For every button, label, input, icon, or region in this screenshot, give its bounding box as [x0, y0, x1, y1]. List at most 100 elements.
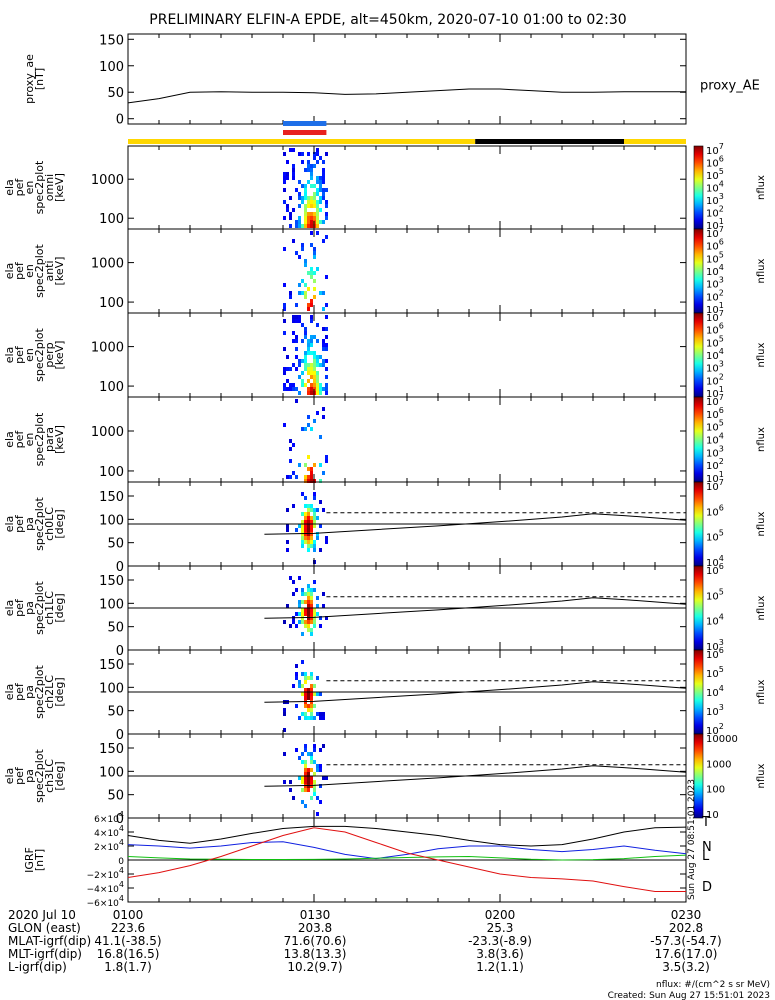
anti-cell [313, 279, 316, 283]
ch0LC-cell [310, 536, 313, 540]
ch1LC-cell [307, 620, 310, 624]
ch0LC-cell [301, 520, 304, 524]
omni-cell [286, 176, 289, 180]
omni-cell [286, 172, 289, 176]
ch1LC-cell [295, 612, 298, 616]
perp-cell [292, 363, 295, 367]
igrf-legend-D: D [702, 880, 712, 895]
ch1LC-colorbar [693, 565, 704, 651]
omni-cell [322, 168, 325, 172]
para-cell [304, 427, 307, 431]
ch3LC-label-4: ch3LC [43, 759, 56, 793]
igrf-ytick-label-exp: 4 [119, 866, 124, 875]
perp-cell [316, 339, 319, 343]
omni-cell [310, 184, 313, 188]
omni-cell [289, 148, 292, 152]
ch0LC-cell [307, 516, 310, 520]
omni-cell [313, 184, 316, 188]
para-colorbar-tick: 105 [706, 419, 724, 434]
perp-frame [127, 312, 687, 398]
ch0LC-cell [307, 544, 310, 548]
ch1LC-cell [298, 612, 301, 616]
ch3LC-label-5: [deg] [53, 761, 66, 790]
ch2LC-cell [301, 672, 304, 676]
ch2LC-cell [283, 728, 286, 732]
perp-cell [313, 363, 316, 367]
para-cell [286, 475, 289, 479]
omni-colorbar-tick: 101 [706, 217, 724, 232]
perp-cell [313, 355, 316, 359]
footer-row-value: 1.2(1.1) [476, 960, 524, 974]
perp-cell [286, 387, 289, 391]
ch0LC-cell [319, 548, 322, 552]
ch3LC-cell [304, 772, 307, 776]
ch2LC-cell [301, 712, 304, 716]
ch2LC-label-4: ch2LC [43, 675, 56, 709]
science-zone-bar-blue [283, 121, 327, 126]
ch2LC-label-3: spec2plot [33, 665, 46, 719]
perp-colorbar-tick: 103 [706, 360, 724, 375]
omni-cell [292, 168, 295, 172]
ch0LC-colorbar-tick: 104 [706, 554, 724, 569]
science-zone-bar-red [283, 130, 327, 135]
anti-colorbar-tick: 102 [706, 288, 724, 303]
anti-cell [310, 271, 313, 275]
anti-label-0: ela [3, 263, 16, 280]
perp-colorbar-tick-exp: 2 [719, 372, 724, 381]
footer-row-value: 1.8(1.7) [104, 960, 152, 974]
ch1LC-colorbar-tick-exp: 6 [719, 562, 724, 571]
ch2LC-cell [295, 676, 298, 680]
ch3LC-cell [307, 780, 310, 784]
omni-cell [322, 180, 325, 184]
omni-cell [307, 180, 310, 184]
omni-colorbar-label: nflux [756, 175, 767, 200]
ch3LC-cell [307, 772, 310, 776]
ch3LC-cell [298, 756, 301, 760]
ch2LC-cell [307, 688, 310, 692]
anti-cell [301, 243, 304, 247]
footer-group: 2020 Jul 10 0100 0130 0200 0230 GLON (east) 22… [8, 908, 770, 1000]
footer-row-value: 25.3 [487, 921, 514, 935]
footer-row-value: 203.8 [298, 921, 332, 935]
ch1LC-colorbar-tick-exp: 3 [719, 638, 724, 647]
ch0LC-cell [301, 492, 304, 496]
anti-cell [304, 259, 307, 263]
perp-cell [307, 339, 310, 343]
omni-cell [319, 208, 322, 212]
ch1LC-cell [292, 592, 295, 596]
ch2LC-cell [310, 712, 313, 716]
ch0LC-cell [316, 536, 319, 540]
igrf-ytick-label: 0 [118, 857, 124, 867]
omni-cell [310, 172, 313, 176]
para-cell [322, 415, 325, 419]
omni-cell [304, 188, 307, 192]
perp-cell [298, 319, 301, 323]
perp-cell [283, 387, 286, 391]
omni-colorbar-tick-exp: 5 [719, 167, 724, 176]
omni-colorbar-tick-base: 10 [706, 221, 719, 232]
omni-cell [304, 196, 307, 200]
perp-cell [283, 371, 286, 375]
anti-cell [283, 303, 286, 307]
perp-cell [307, 343, 310, 347]
perp-colorbar-tick: 105 [706, 334, 724, 349]
ch1LC-cell [316, 612, 319, 616]
ch2LC-colorbar-tick-exp: 6 [719, 646, 724, 655]
para-cell [304, 463, 307, 467]
anti-cell [313, 247, 316, 251]
para-ytick-label: 100 [99, 465, 124, 480]
omni-cell [283, 188, 286, 192]
ch2LC-cell [319, 692, 322, 696]
para-colorbar-tick: 101 [706, 470, 724, 485]
ch3LC-label-3: spec2plot [33, 749, 46, 803]
ch0LC-cell [313, 540, 316, 544]
omni-cell [319, 184, 322, 188]
perp-cell [310, 391, 313, 395]
igrf-ytick-label-exp: 4 [119, 838, 124, 847]
ch1LC-cell [301, 588, 304, 592]
para-cell [322, 471, 325, 475]
igrf-ytick-label-base: 4×10 [94, 829, 119, 839]
perp-label-5: [keV] [53, 341, 66, 370]
omni-cell [301, 152, 304, 156]
anti-colorbar-tick-exp: 7 [719, 225, 724, 234]
